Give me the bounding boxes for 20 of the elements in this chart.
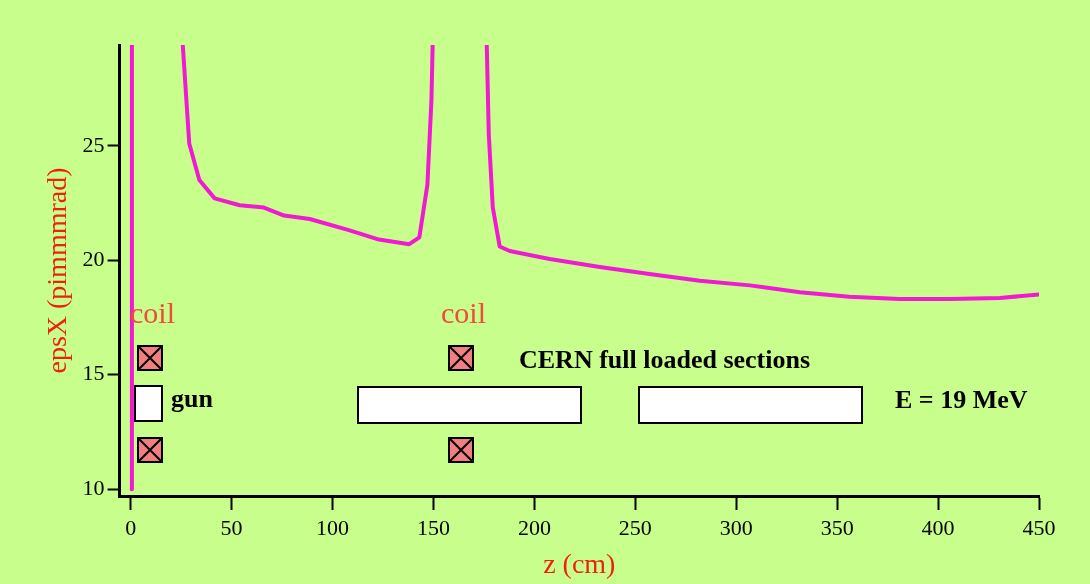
y-axis-title: epsX (pimmmrad) xyxy=(41,167,73,374)
y-tick-label: 20 xyxy=(82,245,105,271)
x-tick-label: 100 xyxy=(316,514,350,540)
x-tick-label: 300 xyxy=(719,514,753,540)
x-axis-title: z (cm) xyxy=(543,547,616,579)
annotation: CERN full loaded sections xyxy=(519,345,811,375)
y-tick-label: 15 xyxy=(82,360,105,386)
x-tick-label: 0 xyxy=(125,514,137,540)
x-tick-label: 450 xyxy=(1022,514,1056,540)
x-tick-label: 200 xyxy=(517,514,551,540)
annotation: E = 19 MeV xyxy=(895,385,1028,415)
annotation: gun xyxy=(171,384,213,414)
y-tick-label: 10 xyxy=(82,474,105,500)
annotation: coil xyxy=(441,296,486,329)
x-tick-label: 50 xyxy=(220,514,243,540)
x-tick-label: 350 xyxy=(820,514,854,540)
x-tick-label: 400 xyxy=(921,514,955,540)
x-tick-label: 150 xyxy=(416,514,450,540)
x-tick-label: 250 xyxy=(618,514,652,540)
y-tick-label: 25 xyxy=(82,131,105,157)
